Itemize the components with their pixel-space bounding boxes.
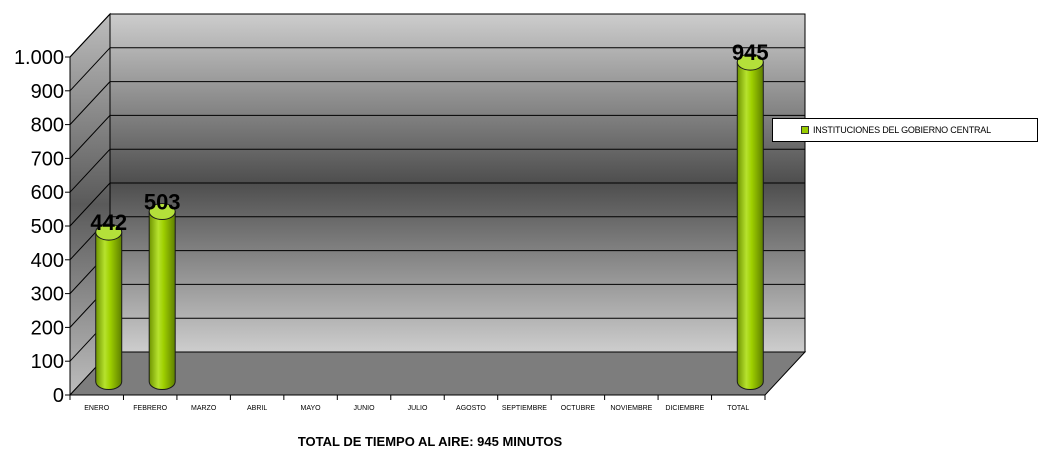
legend-series-label: INSTITUCIONES DEL GOBIERNO CENTRAL [813,125,991,135]
gridline-side [69,47,111,92]
bar-top [95,223,123,241]
gridline-side [69,81,111,125]
bar-top [148,202,176,220]
x-tick-label: ABRIL [247,405,267,412]
gridline-side [69,182,111,227]
x-tick-label: FEBRERO [133,405,167,412]
x-axis-title: TOTAL DE TIEMPO AL AIRE: 945 MINUTOS [297,434,563,449]
y-tick-label: 0 [53,385,64,407]
y-axis: 0 100 200 300 400 500 600 700 800 900 1.000 [14,47,71,407]
bar [95,223,123,390]
x-tick-label: MARZO [191,405,217,412]
x-tick-label: OCTUBRE [561,405,596,412]
legend-swatch [801,126,809,134]
data-label: 442 [90,210,127,235]
y-tick-label: 100 [31,351,64,373]
bar [736,53,764,390]
y-tick-label: 800 [31,115,64,137]
gridline-side [69,115,111,159]
x-tick-label: MAYO [301,405,322,412]
y-tick-label: 300 [31,284,64,306]
x-tick-label: JUNIO [354,405,376,412]
x-tick-label: NOVIEMBRE [610,405,652,412]
x-axis: ENERO FEBRERO MARZO ABRIL MAYO JUNIO JULIO AGOS… [69,394,766,412]
x-tick-label: DICIEMBRE [665,405,704,412]
bar-body [148,210,176,390]
y-tick-label: 900 [31,81,64,103]
y-tick-label: 400 [31,250,64,272]
y-tick-label: 200 [31,317,64,339]
y-tick-label: 600 [31,182,64,204]
x-tick-label: ENERO [84,405,109,412]
x-tick-label: JULIO [408,405,428,412]
x-tick-label: AGOSTO [456,405,486,412]
legend: INSTITUCIONES DEL GOBIERNO CENTRAL [772,118,1038,142]
gridline-side [69,13,111,58]
bar-body [95,231,123,390]
y-tick-label: 1.000 [14,47,64,69]
bar [148,202,176,390]
data-labels: 442 503 945 [90,40,768,235]
data-label: 945 [732,40,769,65]
bars [95,53,764,390]
gridline-side [69,216,111,261]
bar-body [736,61,764,390]
gridline-side [69,148,111,193]
bar-top [736,53,764,71]
data-label: 503 [144,189,181,214]
x-tick-label: SEPTIEMBRE [502,405,547,412]
x-tick-label: TOTAL [727,405,749,412]
y-tick-label: 700 [31,148,64,170]
y-tick-label: 500 [31,216,64,238]
floor [68,351,807,396]
